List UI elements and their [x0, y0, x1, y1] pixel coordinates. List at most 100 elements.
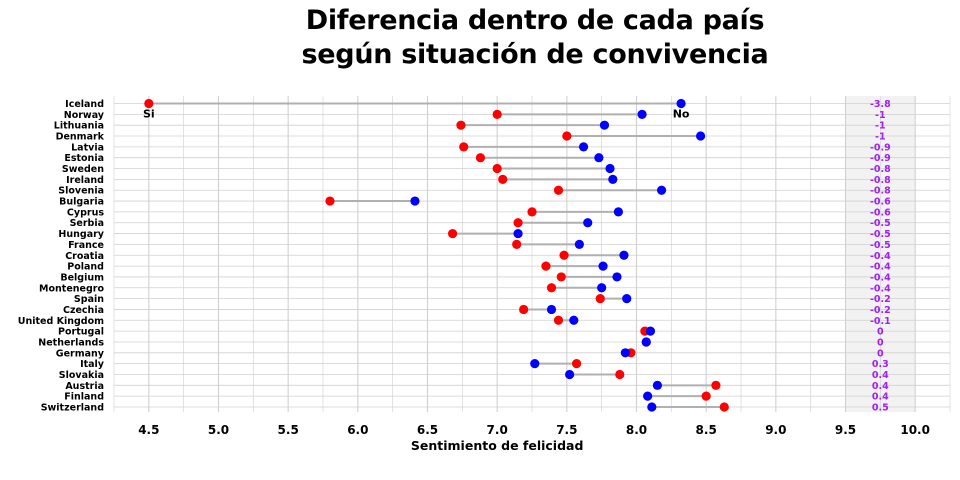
chart-title: Diferencia dentro de cada país según sit… — [0, 4, 960, 72]
country-label: Slovenia — [58, 186, 104, 197]
no-point — [619, 250, 629, 260]
country-label: Norway — [64, 110, 105, 121]
si-point — [325, 196, 335, 206]
x-tick-label: 7.5 — [556, 423, 577, 437]
country-label: Lithuania — [54, 121, 104, 132]
si-point — [553, 185, 564, 195]
no-point — [637, 109, 647, 119]
difference-label: -0.5 — [870, 218, 891, 229]
difference-label: -0.8 — [870, 175, 891, 186]
no-point — [641, 337, 651, 347]
difference-label: 0 — [877, 337, 884, 348]
no-point — [695, 131, 706, 141]
country-label: Poland — [67, 262, 104, 273]
difference-label: -0.8 — [870, 186, 891, 197]
x-tick-label: 7.0 — [487, 423, 508, 437]
si-point — [546, 283, 557, 293]
difference-label: 0 — [877, 348, 884, 359]
no-point — [643, 391, 653, 401]
country-label: Austria — [65, 381, 104, 392]
si-point — [492, 163, 502, 174]
si-point — [456, 120, 466, 130]
country-label: Germany — [56, 348, 105, 359]
country-label: Denmark — [56, 132, 105, 143]
difference-label: -0.6 — [870, 197, 891, 208]
no-point — [578, 142, 589, 152]
country-label: Netherlands — [38, 337, 104, 348]
no-point — [594, 153, 604, 163]
difference-label: -0.1 — [870, 316, 891, 327]
country-label: Belgium — [60, 272, 104, 283]
difference-label: -0.9 — [870, 153, 891, 164]
no-point — [599, 120, 610, 130]
si-point — [447, 228, 458, 239]
no-point — [656, 185, 667, 195]
difference-label: -0.5 — [870, 240, 891, 251]
si-point — [553, 315, 564, 325]
difference-label: -0.4 — [870, 262, 891, 273]
difference-label: -0.8 — [870, 164, 891, 175]
no-point — [530, 359, 540, 369]
si-point — [719, 402, 729, 412]
no-point — [622, 294, 632, 304]
no-point — [612, 272, 622, 282]
chart-title-line-1: Diferencia dentro de cada país — [305, 5, 765, 36]
x-tick-label: 6.5 — [417, 423, 438, 437]
no-point — [598, 261, 608, 271]
si-point — [498, 174, 508, 184]
no-point — [605, 163, 615, 174]
country-label: Montenegro — [39, 283, 104, 294]
difference-label: -0.4 — [870, 251, 891, 262]
difference-label: -1 — [875, 121, 886, 132]
si-point — [562, 131, 572, 141]
no-point — [620, 348, 630, 358]
x-tick-label: 5.0 — [208, 423, 229, 437]
si-series-label: Si — [143, 108, 155, 121]
country-label: United Kingdom — [18, 316, 104, 327]
x-tick-label: 10.0 — [900, 423, 930, 437]
difference-label: 0.4 — [872, 370, 889, 381]
difference-label: -0.2 — [870, 294, 891, 305]
country-label: Finland — [64, 392, 104, 403]
no-series-label: No — [673, 108, 690, 121]
no-point — [410, 196, 420, 206]
difference-label: 0.4 — [872, 392, 889, 403]
country-label: Czechia — [63, 305, 104, 316]
no-point — [652, 380, 663, 390]
x-axis-label: Sentimiento de felicidad — [411, 438, 584, 453]
difference-label: -0.9 — [870, 142, 891, 153]
si-point — [559, 250, 569, 260]
country-label: Croatia — [65, 251, 104, 262]
country-label: Ireland — [66, 175, 104, 186]
si-point — [513, 218, 523, 228]
si-point — [512, 239, 522, 250]
difference-label: -1 — [875, 110, 886, 121]
difference-label: 0.5 — [872, 403, 889, 414]
x-tick-label: 6.0 — [347, 423, 368, 437]
chart-title-line-2: según situación de convivencia — [301, 39, 769, 70]
si-point — [556, 272, 566, 282]
country-label: Slovakia — [59, 370, 104, 381]
difference-label: -3.8 — [870, 99, 891, 110]
si-point — [701, 391, 711, 401]
country-label: Italy — [80, 359, 105, 370]
x-tick-label: 9.5 — [835, 423, 856, 437]
country-label: Serbia — [70, 218, 104, 229]
no-point — [569, 315, 579, 325]
country-label: Estonia — [64, 153, 104, 164]
difference-label: 0 — [877, 327, 884, 338]
country-label: Bulgaria — [59, 197, 104, 208]
no-point — [597, 283, 607, 293]
country-label: Hungary — [58, 229, 104, 240]
si-point — [571, 359, 582, 369]
country-label: France — [68, 240, 104, 251]
difference-label: -0.4 — [870, 272, 891, 283]
no-point — [613, 207, 623, 217]
no-point — [676, 98, 686, 109]
x-tick-label: 8.5 — [696, 423, 717, 437]
x-tick-label: 5.5 — [278, 423, 299, 437]
si-point — [459, 142, 469, 152]
x-tick-label: 4.5 — [138, 423, 159, 437]
si-point — [527, 207, 537, 217]
